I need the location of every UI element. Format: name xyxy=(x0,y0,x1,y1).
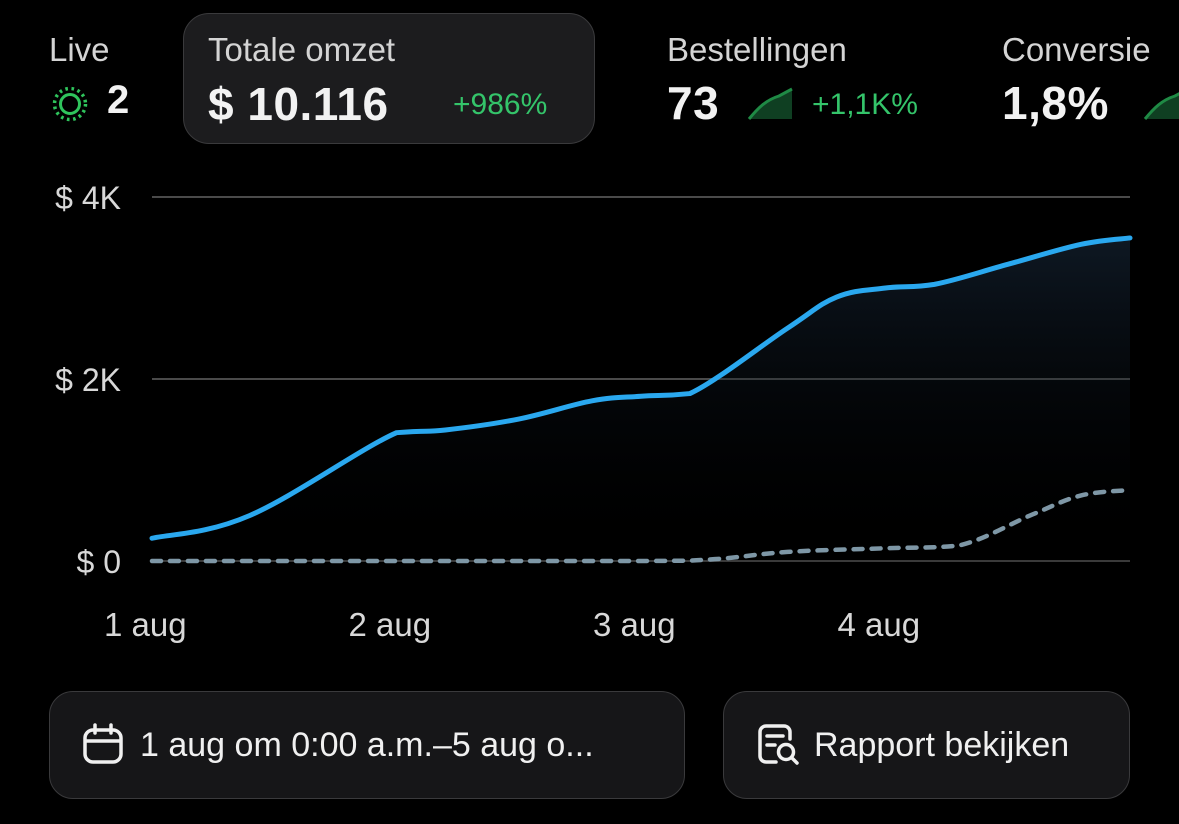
x-axis-tick-label: 3 aug xyxy=(593,606,676,643)
metric-orders[interactable]: Bestellingen 73 +1,1K% xyxy=(640,0,960,150)
total-sales-label: Totale omzet xyxy=(208,31,396,68)
view-report-label: Rapport bekijken xyxy=(814,725,1070,764)
view-report-button[interactable]: Rapport bekijken xyxy=(723,691,1130,799)
x-axis-tick-label: 2 aug xyxy=(349,606,432,643)
trend-sparkline-icon xyxy=(1142,86,1179,122)
x-axis-tick-label: 1 aug xyxy=(104,606,187,643)
metric-live[interactable]: Live 2 xyxy=(0,0,170,150)
metric-card-total-sales[interactable]: Totale omzet $ 10.116 +986% xyxy=(183,13,595,144)
y-axis-tick-label: $ 4K xyxy=(55,180,121,216)
sales-series-line xyxy=(149,235,1133,541)
conversion-value: 1,8% xyxy=(1002,77,1109,129)
date-range-button[interactable]: 1 aug om 0:00 a.m.–5 aug o... xyxy=(49,691,685,799)
total-sales-change: +986% xyxy=(453,88,548,121)
orders-value: 73 xyxy=(667,77,720,129)
calendar-icon xyxy=(80,722,126,768)
x-axis-tick-label: 4 aug xyxy=(838,606,921,643)
orders-label: Bestellingen xyxy=(667,31,847,68)
sales-area-fill xyxy=(152,237,1130,561)
y-axis-tick-label: $ 0 xyxy=(77,544,121,580)
comparison-series-line xyxy=(149,487,1133,564)
y-axis-tick-label: $ 2K xyxy=(55,362,121,398)
date-range-label: 1 aug om 0:00 a.m.–5 aug o... xyxy=(140,725,594,764)
live-indicator-icon xyxy=(51,85,89,123)
report-search-icon xyxy=(754,721,802,769)
total-sales-value: $ 10.116 xyxy=(208,78,389,130)
live-label: Live xyxy=(49,31,110,68)
metric-conversion[interactable]: Conversie 1,8% xyxy=(980,0,1179,150)
sales-chart[interactable]: $ 4K $ 2K $ 0 1 aug 2 aug 3 aug 4 aug xyxy=(0,0,1179,660)
orders-change: +1,1K% xyxy=(812,88,918,121)
trend-up-sparkline-icon xyxy=(746,86,796,122)
live-visitor-count: 2 xyxy=(107,78,130,122)
conversion-label: Conversie xyxy=(1002,31,1151,68)
